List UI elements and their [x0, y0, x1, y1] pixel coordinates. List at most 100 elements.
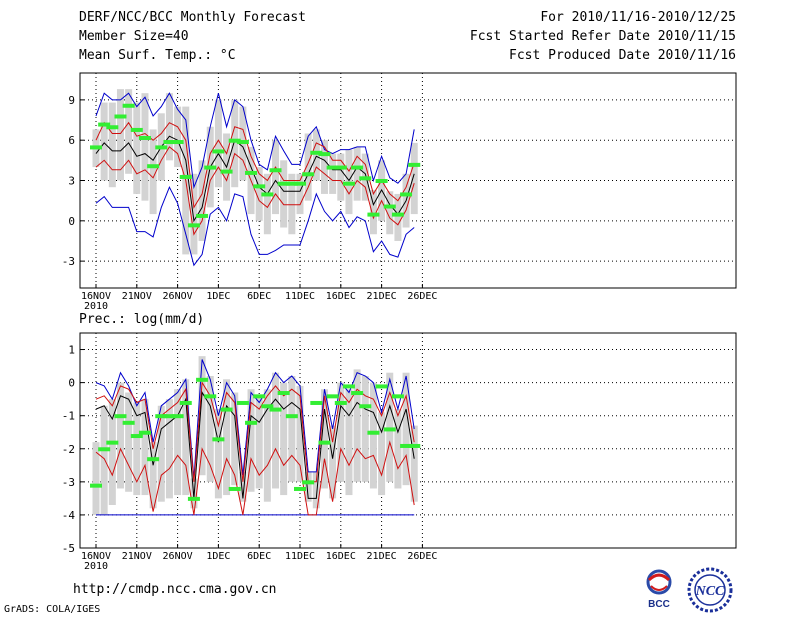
observation-marker: [342, 384, 355, 389]
x-tick-label: 11DEC: [285, 291, 315, 302]
spread-box: [108, 102, 116, 188]
observation-marker: [285, 181, 298, 186]
spread-box: [394, 409, 402, 489]
observation-marker: [228, 486, 241, 491]
bcc-logo: BCC: [646, 569, 672, 610]
panel-title: Prec.: log(mm/d): [79, 312, 204, 327]
spread-box: [92, 442, 100, 515]
observation-marker: [147, 164, 160, 169]
x-tick-label: 26NOV: [163, 551, 193, 562]
observation-marker: [114, 414, 127, 419]
observation-marker: [106, 440, 119, 445]
spread-box: [206, 376, 214, 482]
observation-marker: [253, 394, 266, 399]
observation-marker: [187, 496, 200, 501]
observation-marker: [171, 140, 184, 145]
observation-marker: [90, 145, 102, 150]
spread-box: [369, 382, 377, 489]
ncc-logo: NCC: [687, 567, 733, 613]
spread-box: [296, 173, 304, 215]
spread-box: [198, 356, 206, 476]
x-tick-label: 16NOV: [81, 551, 111, 562]
spread-box: [108, 399, 116, 505]
spread-box: [329, 425, 337, 499]
observation-marker: [269, 168, 282, 173]
source-url[interactable]: http://cmdp.ncc.cma.gov.cn: [73, 582, 277, 597]
observation-marker: [212, 437, 225, 442]
spread-box: [320, 140, 328, 194]
temp-variable-label: Mean Surf. Temp.: °C: [79, 48, 236, 63]
spread-box: [174, 389, 182, 496]
observation-marker: [204, 165, 217, 170]
spread-box: [116, 382, 124, 489]
observation-marker: [400, 443, 413, 448]
observation-marker: [334, 165, 347, 170]
observation-marker: [187, 223, 200, 228]
observation-marker: [302, 480, 315, 485]
observation-marker: [277, 181, 290, 186]
x-tick-year: 2010: [84, 561, 108, 572]
observation-marker: [114, 114, 127, 119]
spread-box: [329, 153, 337, 194]
spread-box: [174, 106, 182, 168]
observation-marker: [155, 145, 168, 150]
observation-marker: [122, 103, 135, 108]
spread-box: [149, 129, 157, 215]
y-tick-label: -3: [62, 255, 75, 268]
spread-box: [312, 129, 320, 181]
spread-box: [288, 173, 296, 235]
observation-marker: [204, 394, 217, 399]
spread-box: [304, 471, 312, 502]
observation-marker: [318, 440, 331, 445]
spread-box: [141, 93, 149, 201]
x-tick-label: 26DEC: [407, 291, 437, 302]
observation-marker: [147, 457, 160, 462]
observation-marker: [367, 212, 380, 217]
observation-marker: [408, 162, 421, 167]
observation-marker: [318, 152, 331, 157]
spread-box: [337, 382, 345, 482]
x-tick-label: 11DEC: [285, 551, 315, 562]
spread-box: [133, 102, 141, 194]
observation-marker: [122, 420, 135, 425]
observation-marker: [375, 179, 388, 183]
observation-marker: [163, 414, 176, 419]
observation-marker: [261, 192, 274, 197]
spread-box: [263, 173, 271, 235]
spread-box: [320, 389, 328, 489]
observation-marker: [408, 443, 421, 448]
observation-marker: [391, 212, 404, 217]
spread-box: [125, 392, 133, 492]
observation-marker: [236, 140, 249, 145]
x-tick-label: 6DEC: [247, 551, 271, 562]
observation-marker: [106, 125, 119, 130]
observation-marker: [138, 136, 151, 140]
x-tick-label: 21DEC: [367, 291, 397, 302]
observation-marker: [277, 391, 290, 396]
observation-marker: [400, 192, 413, 197]
spread-box: [157, 405, 165, 502]
fcst-started-date: Fcst Started Refer Date 2010/11/15: [469, 29, 736, 44]
y-tick-label: -1: [62, 410, 75, 423]
spread-box: [394, 193, 402, 241]
observation-marker: [253, 184, 266, 189]
spread-box: [280, 382, 288, 496]
member-size-label: Member Size=40: [79, 29, 189, 44]
observation-marker: [294, 181, 306, 186]
spread-box: [296, 385, 304, 482]
observation-marker: [179, 400, 192, 405]
spread-box: [149, 442, 157, 509]
x-tick-label: 16DEC: [326, 291, 356, 302]
y-tick-label: 6: [68, 134, 75, 147]
spread-box: [402, 372, 410, 486]
spread-box: [386, 372, 394, 482]
observation-marker: [212, 149, 225, 154]
observation-marker: [196, 377, 209, 382]
observation-marker: [245, 420, 258, 425]
spread-box: [255, 395, 263, 489]
observation-marker: [245, 170, 258, 175]
observation-marker: [130, 434, 143, 439]
spread-box: [125, 89, 133, 174]
spread-box: [182, 379, 190, 496]
